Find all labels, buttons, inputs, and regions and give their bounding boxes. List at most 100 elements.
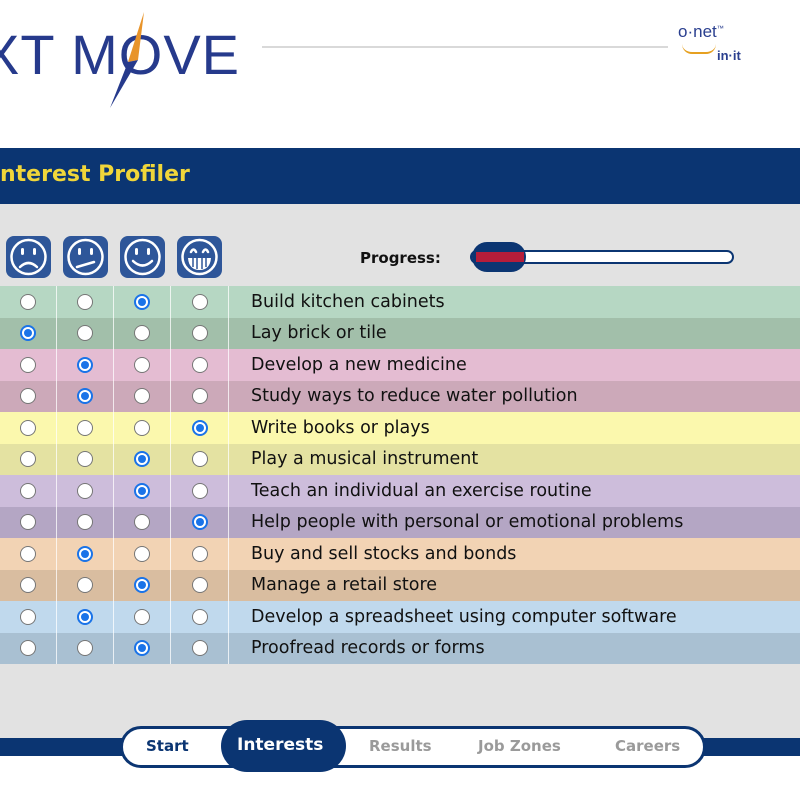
column-separator — [113, 380, 114, 412]
rating-radio[interactable] — [191, 325, 208, 342]
rating-radio[interactable] — [191, 640, 208, 657]
strongly-like-face-icon — [177, 236, 222, 278]
rating-radio[interactable] — [77, 451, 93, 468]
rating-radio[interactable] — [77, 419, 93, 436]
column-separator — [170, 506, 171, 538]
onet-logo-tm: ™ — [716, 25, 724, 33]
question-text: Study ways to reduce water pollution — [251, 386, 578, 407]
rating-radio[interactable] — [134, 577, 150, 594]
rating-radio[interactable] — [20, 325, 36, 342]
question-text: Manage a retail store — [251, 575, 438, 596]
rating-radio[interactable] — [134, 482, 150, 499]
rating-radio[interactable] — [134, 419, 150, 436]
rating-radio[interactable] — [20, 640, 36, 657]
rating-cell — [57, 538, 113, 570]
column-separator — [170, 317, 171, 349]
like-face-icon — [120, 236, 165, 278]
rating-radio[interactable] — [191, 419, 208, 436]
rating-radio[interactable] — [134, 608, 150, 625]
rating-cell — [171, 570, 228, 602]
column-separator — [56, 443, 57, 475]
rating-radio[interactable] — [20, 419, 36, 436]
rating-cell — [114, 475, 170, 507]
rating-radio[interactable] — [77, 577, 93, 594]
column-separator — [228, 286, 229, 318]
page-title: nterest Profiler — [0, 162, 190, 187]
column-separator — [113, 317, 114, 349]
rating-radio[interactable] — [20, 356, 36, 373]
rating-cell — [0, 349, 56, 381]
progress-label: Progress: — [360, 249, 441, 267]
rating-radio[interactable] — [134, 545, 150, 562]
rating-cell — [114, 349, 170, 381]
column-separator — [113, 538, 114, 570]
column-separator — [56, 538, 57, 570]
question-row: Proofread records or forms — [0, 632, 800, 664]
rating-radio[interactable] — [20, 608, 36, 625]
question-text: Teach an individual an exercise routine — [251, 480, 592, 501]
rating-radio[interactable] — [191, 356, 208, 373]
nav-start[interactable]: Start — [146, 737, 189, 755]
question-row: Lay brick or tile — [0, 317, 800, 349]
rating-radio[interactable] — [77, 482, 93, 499]
column-separator — [56, 475, 57, 507]
header-divider — [262, 46, 758, 48]
rating-radio[interactable] — [77, 388, 93, 405]
rating-radio[interactable] — [134, 293, 150, 310]
rating-radio[interactable] — [77, 608, 93, 625]
column-separator — [56, 569, 57, 601]
rating-radio[interactable] — [20, 545, 36, 562]
rating-radio[interactable] — [77, 325, 93, 342]
rating-radio[interactable] — [191, 608, 208, 625]
nav-interests[interactable]: Interests — [237, 735, 324, 755]
rating-radio[interactable] — [134, 640, 150, 657]
rating-radio[interactable] — [134, 325, 150, 342]
column-separator — [228, 412, 229, 444]
rating-radio[interactable] — [77, 640, 93, 657]
rating-cell — [114, 412, 170, 444]
column-separator — [228, 317, 229, 349]
column-separator — [56, 632, 57, 664]
question-text: Proofread records or forms — [251, 638, 485, 659]
column-separator — [170, 380, 171, 412]
rating-radio[interactable] — [77, 545, 93, 562]
rating-radio[interactable] — [20, 482, 36, 499]
column-separator — [56, 506, 57, 538]
rating-radio[interactable] — [134, 388, 150, 405]
rating-cell — [57, 381, 113, 413]
rating-radio[interactable] — [20, 451, 36, 468]
rating-radio[interactable] — [77, 514, 93, 531]
rating-radio[interactable] — [191, 545, 208, 562]
column-separator — [56, 412, 57, 444]
nav-bar — [120, 726, 706, 768]
rating-radio[interactable] — [191, 514, 208, 531]
rating-cell — [171, 412, 228, 444]
rating-radio[interactable] — [191, 388, 208, 405]
rating-radio[interactable] — [77, 293, 93, 310]
rating-radio[interactable] — [20, 514, 36, 531]
rating-radio[interactable] — [77, 356, 93, 373]
column-separator — [170, 475, 171, 507]
rating-radio[interactable] — [20, 577, 36, 594]
rating-radio[interactable] — [191, 577, 208, 594]
rating-radio[interactable] — [191, 293, 208, 310]
onet-logo[interactable]: o·net™ in·it — [668, 18, 764, 78]
nav-results[interactable]: Results — [369, 737, 432, 755]
question-row: Manage a retail store — [0, 569, 800, 602]
nav-careers[interactable]: Careers — [615, 737, 681, 755]
rating-radio[interactable] — [134, 451, 150, 468]
rating-cell — [171, 538, 228, 570]
onet-logo-sub: in·it — [717, 48, 741, 63]
rating-radio[interactable] — [20, 388, 36, 405]
rating-radio[interactable] — [20, 293, 36, 310]
rating-cell — [114, 601, 170, 633]
rating-radio[interactable] — [134, 356, 150, 373]
rating-radio[interactable] — [191, 451, 208, 468]
rating-radio[interactable] — [191, 482, 208, 499]
rating-cell — [114, 538, 170, 570]
interest-question-list: Build kitchen cabinets Lay brick or tile D… — [0, 286, 800, 664]
rating-radio[interactable] — [134, 514, 150, 531]
rating-cell — [171, 601, 228, 633]
rating-cell — [57, 412, 113, 444]
nav-job-zones[interactable]: Job Zones — [478, 737, 561, 755]
